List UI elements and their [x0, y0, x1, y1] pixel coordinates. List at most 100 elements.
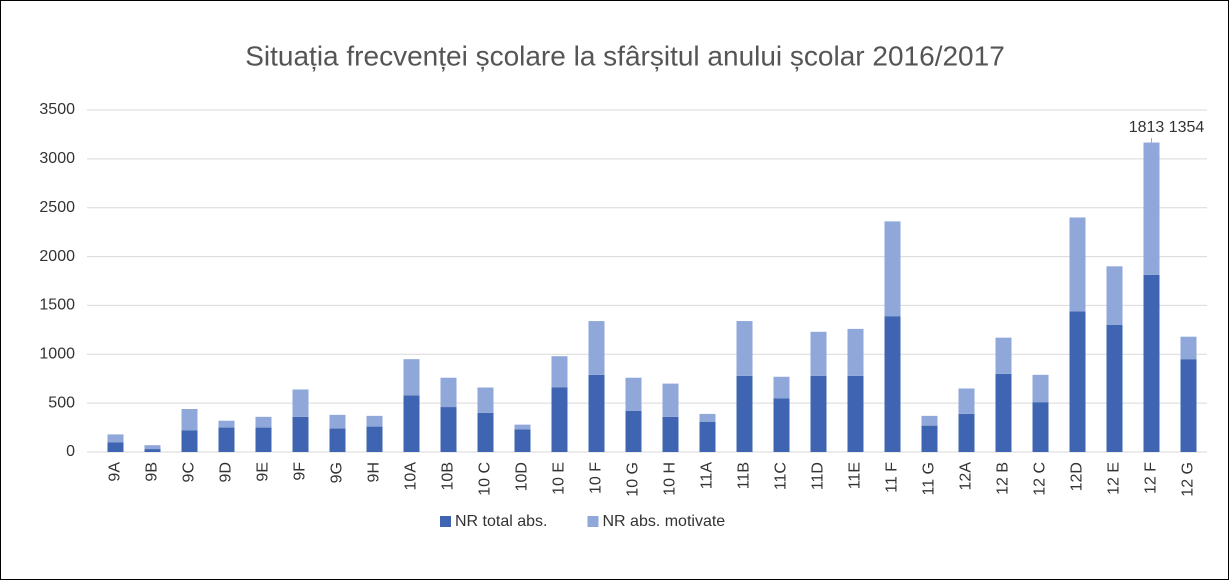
bar-segment — [181, 409, 198, 431]
x-tick-label: 10 C — [477, 462, 494, 496]
legend-swatch — [587, 516, 599, 527]
x-tick-label: 11E — [847, 462, 864, 489]
bar-segment — [1180, 359, 1197, 452]
bar-segment — [551, 356, 568, 388]
legend-label: NR total abs. — [455, 513, 547, 530]
bar-segment — [1069, 217, 1086, 312]
x-tick-label: 9G — [329, 462, 346, 483]
bar-segment — [366, 415, 383, 427]
x-tick-label: 11A — [699, 462, 716, 490]
x-tick-label: 12 G — [1180, 462, 1197, 497]
bar-segment — [958, 413, 975, 452]
bar-segment — [625, 410, 642, 452]
bar-segment — [329, 414, 346, 429]
y-tick-label: 1500 — [39, 297, 75, 314]
x-tick-label: 12 B — [995, 462, 1012, 495]
bar-segment — [440, 407, 457, 452]
bar-segment — [921, 425, 938, 452]
x-tick-label: 12 E — [1106, 462, 1123, 495]
bar-segment — [403, 359, 420, 396]
bar-segment — [477, 387, 494, 413]
bar-segment — [1143, 274, 1160, 452]
bar-segment — [588, 321, 605, 375]
bar-segment — [847, 328, 864, 376]
bar-segment — [329, 428, 346, 452]
y-tick-label: 3500 — [39, 101, 75, 118]
bar-segment — [218, 427, 235, 452]
y-tick-label: 3000 — [39, 150, 75, 167]
bar-segment — [181, 430, 198, 452]
x-tick-label: 9F — [292, 462, 309, 481]
bar-segment — [847, 375, 864, 452]
bar-segment — [1032, 402, 1049, 452]
bar-segment — [958, 388, 975, 414]
x-tick-label: 11 G — [921, 462, 938, 496]
bar-segment — [625, 377, 642, 411]
y-tick-label: 2000 — [39, 248, 75, 265]
x-tick-label: 11C — [773, 462, 790, 490]
bar-segment — [107, 442, 124, 452]
chart-title: Situația frecvenței școlare la sfârșitul… — [245, 40, 1005, 71]
x-tick-label: 11D — [810, 462, 827, 490]
x-tick-label: 9B — [144, 462, 161, 482]
bar-segment — [1032, 374, 1049, 403]
bar-segment — [514, 429, 531, 452]
bar-segment — [699, 421, 716, 452]
bar-segment — [736, 321, 753, 376]
bar-segment — [477, 412, 494, 452]
bar-segment — [884, 316, 901, 452]
x-tick-label: 10A — [403, 462, 420, 491]
bar-segment — [995, 337, 1012, 374]
bar-segment — [292, 416, 309, 452]
bar-segment — [995, 373, 1012, 452]
y-tick-label: 1000 — [39, 346, 75, 363]
y-tick-label: 0 — [66, 443, 75, 460]
bar-segment — [292, 389, 309, 417]
legend-label: NR abs. motivate — [602, 513, 725, 530]
x-tick-label: 9C — [181, 462, 198, 482]
x-tick-label: 9D — [218, 462, 235, 482]
bar-segment — [107, 434, 124, 443]
bar-segment — [588, 374, 605, 452]
bar-segment — [810, 375, 827, 452]
x-tick-label: 10 G — [625, 462, 642, 497]
bar-segment — [1069, 311, 1086, 452]
y-tick-label: 2500 — [39, 199, 75, 216]
bar-segment — [1143, 142, 1160, 275]
bar-segment — [884, 221, 901, 317]
x-tick-label: 9A — [107, 462, 124, 482]
bar-segment — [144, 449, 161, 452]
x-tick-label: 9H — [366, 462, 383, 482]
legend-swatch — [440, 516, 451, 527]
x-tick-label: 9E — [255, 462, 272, 482]
x-tick-label: 10B — [440, 462, 457, 490]
bar-segment — [662, 416, 679, 452]
x-tick-label: 12D — [1069, 462, 1086, 491]
bar-segment — [1106, 324, 1123, 452]
bar-segment — [810, 331, 827, 376]
x-tick-label: 10 F — [588, 462, 605, 494]
x-tick-label: 10D — [514, 462, 531, 491]
data-label: 1813 — [1129, 119, 1165, 136]
bar-segment — [921, 415, 938, 426]
x-tick-label: 12 F — [1143, 462, 1160, 494]
bar-segment — [403, 395, 420, 452]
bar-segment — [551, 387, 568, 452]
bar-segment — [440, 377, 457, 408]
x-tick-label: 10 H — [662, 462, 679, 496]
bar-segment — [1180, 336, 1197, 360]
bar-segment — [514, 424, 531, 430]
bar-segment — [255, 416, 272, 428]
bar-segment — [736, 375, 753, 452]
bar-segment — [773, 376, 790, 399]
x-tick-label: 11 F — [884, 462, 901, 493]
bar-segment — [699, 413, 716, 422]
x-tick-label: 11B — [736, 462, 753, 489]
bar-segment — [1106, 266, 1123, 325]
bar-segment — [255, 427, 272, 452]
x-tick-label: 12A — [958, 462, 975, 491]
bar-segment — [218, 420, 235, 428]
bar-segment — [144, 445, 161, 450]
bar-segment — [773, 398, 790, 452]
